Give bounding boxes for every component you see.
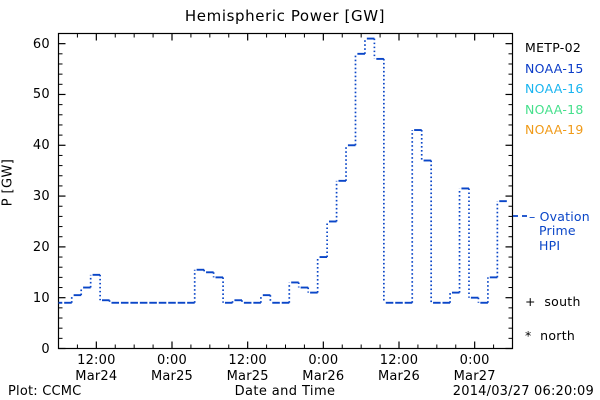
legend-item-noaa-19: NOAA-19 <box>525 122 584 137</box>
axis-frame <box>57 32 514 350</box>
x-tick-date: Mar26 <box>302 369 345 384</box>
y-tick-label: 40 <box>32 138 50 154</box>
x-tick-label: 0:00 Mar25 <box>132 353 212 384</box>
x-tick-date: Mar25 <box>150 369 194 384</box>
x-tick-date: Mar25 <box>226 369 269 384</box>
legend-item-south: + south <box>525 294 581 309</box>
footer-plot-source: Plot: CCMC <box>8 384 82 399</box>
x-tick-time: 12:00 <box>77 353 116 368</box>
y-axis-ticks <box>58 33 513 350</box>
legend-item-ovation-prime-hpi: – Ovation Prime HPI <box>529 209 600 253</box>
x-tick-time: 0:00 <box>157 353 187 368</box>
legend-ovation-line1: – Ovation <box>529 209 590 224</box>
x-tick-label: 12:00 Mar24 <box>56 353 136 384</box>
legend-item-metp-02: METP-02 <box>525 40 582 55</box>
x-tick-label: 12:00 Mar26 <box>359 353 439 384</box>
y-tick-label: 30 <box>32 189 50 205</box>
x-tick-label: 12:00 Mar25 <box>208 353 288 384</box>
x-tick-time: 12:00 <box>379 353 419 368</box>
data-series-ovation-prime-hpi <box>58 37 507 304</box>
y-tick-label: 10 <box>32 290 50 306</box>
x-tick-date: Mar27 <box>453 369 496 384</box>
x-tick-time: 0:00 <box>459 353 490 368</box>
legend-item-noaa-18: NOAA-18 <box>525 101 584 117</box>
legend-satellites: METP-02 NOAA-15 NOAA-16 NOAA-18 NOAA-19 <box>525 40 584 143</box>
y-tick-label: 60 <box>32 36 50 52</box>
legend-item-noaa-16: NOAA-16 <box>525 81 584 96</box>
x-axis-title: Date and Time <box>234 384 336 399</box>
x-tick-date: Mar24 <box>75 369 118 384</box>
y-tick-label: 0 <box>41 341 50 357</box>
page-title: Hemispheric Power [GW] <box>184 7 386 25</box>
legend-ovation-line2: Prime HPI <box>539 223 576 253</box>
x-tick-date: Mar26 <box>377 369 421 384</box>
x-tick-time: 0:00 <box>308 353 339 368</box>
x-tick-label: 0:00 Mar26 <box>283 353 363 384</box>
x-axis-ticks <box>58 33 513 349</box>
x-tick-time: 12:00 <box>228 353 267 368</box>
legend-item-north: * north <box>525 328 576 343</box>
y-tick-label: 50 <box>32 87 50 103</box>
y-axis-title: P [GW] <box>0 158 16 207</box>
footer-timestamp: 2014/03/27 06:20:09 <box>452 384 594 399</box>
legend-item-noaa-15: NOAA-15 <box>525 60 584 76</box>
y-tick-label: 20 <box>32 239 50 255</box>
x-tick-label: 0:00 Mar27 <box>435 353 515 384</box>
